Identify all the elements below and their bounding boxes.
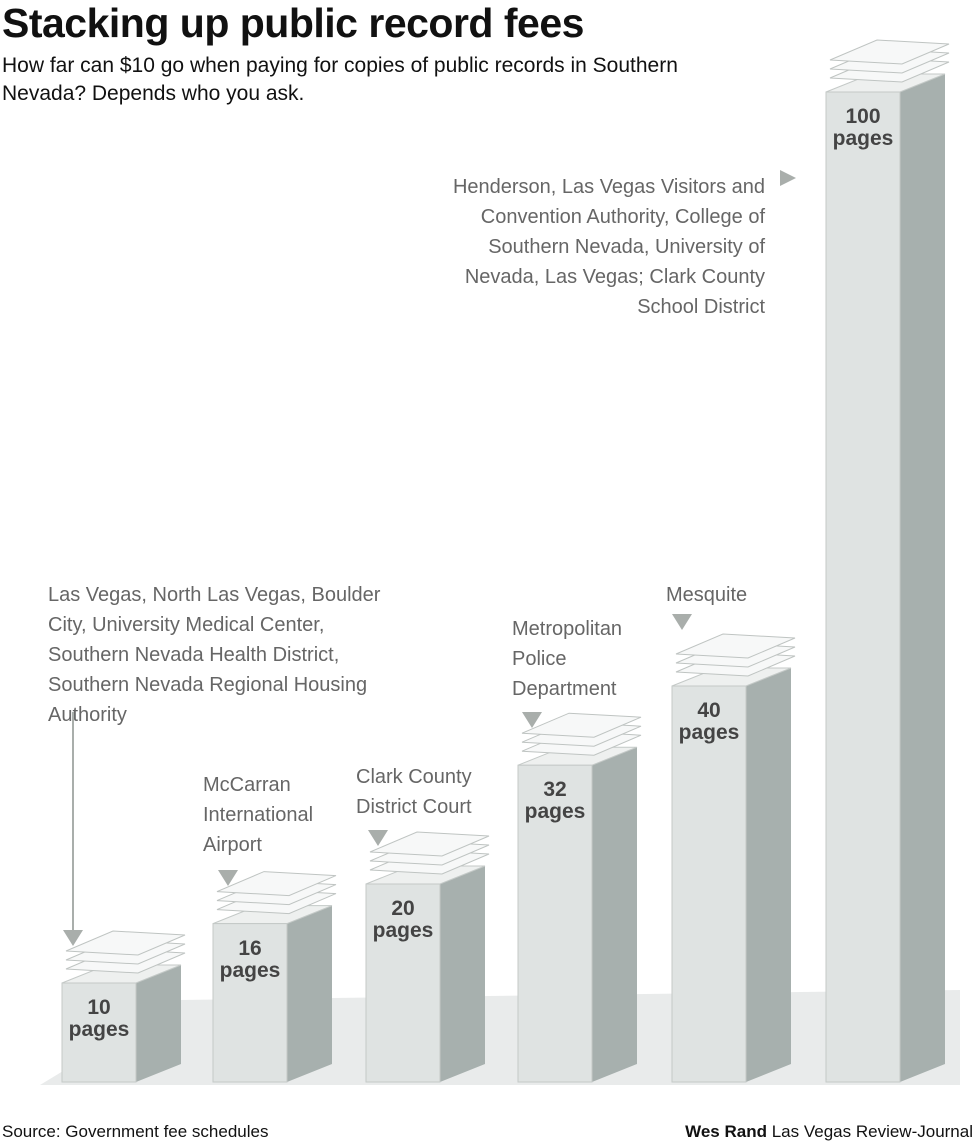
bar — [825, 91, 901, 1083]
value-label: 16 pages — [219, 936, 281, 982]
paper-sheet — [521, 712, 642, 738]
stack-side — [746, 668, 791, 1082]
bar — [517, 764, 593, 1083]
value-label: 32 pages — [524, 778, 586, 824]
paper-sheet — [829, 39, 950, 65]
pointer — [522, 712, 542, 728]
pointer — [780, 170, 796, 186]
category-label: Clark County District Court — [356, 766, 472, 818]
value-label: 40 pages — [678, 699, 740, 744]
pointer — [218, 870, 238, 886]
pointer — [672, 614, 692, 630]
category-label: Las Vegas, North Las Vegas, Boulder City… — [48, 584, 381, 726]
paper-sheet — [369, 831, 490, 857]
stack-side — [136, 965, 181, 1082]
bar — [61, 982, 137, 1083]
stack-side — [287, 905, 332, 1082]
category-label: Metropolitan Police Department — [512, 618, 623, 700]
stack-side — [592, 747, 637, 1082]
paper-sheet — [65, 930, 186, 956]
paper-sheet — [675, 633, 796, 659]
bar — [671, 685, 747, 1083]
credit-name: Wes Rand — [685, 1122, 767, 1141]
stack-side — [900, 74, 945, 1082]
source: Source: Government fee schedules — [2, 1122, 269, 1141]
value-label: 10 pages — [68, 996, 130, 1041]
value-label: 100 pages — [832, 105, 894, 150]
chart-subtitle: How far can $10 go when paying for copie… — [2, 54, 678, 105]
category-label: McCarran International Airport — [203, 774, 314, 856]
value-label: 20 pages — [372, 897, 434, 942]
bar — [212, 923, 288, 1083]
credit: Wes Rand Las Vegas Review-Journal — [685, 1122, 973, 1142]
category-label: Henderson, Las Vegas Visitors and Conven… — [452, 176, 765, 318]
paper-sheet — [216, 871, 337, 897]
bar — [365, 883, 441, 1083]
pointer — [63, 930, 83, 946]
stack-side — [440, 866, 485, 1082]
credit-outlet: Las Vegas Review-Journal — [771, 1122, 973, 1141]
chart-title: Stacking up public record fees — [2, 0, 584, 46]
pointer — [368, 830, 388, 846]
category-label: Mesquite — [666, 584, 748, 606]
